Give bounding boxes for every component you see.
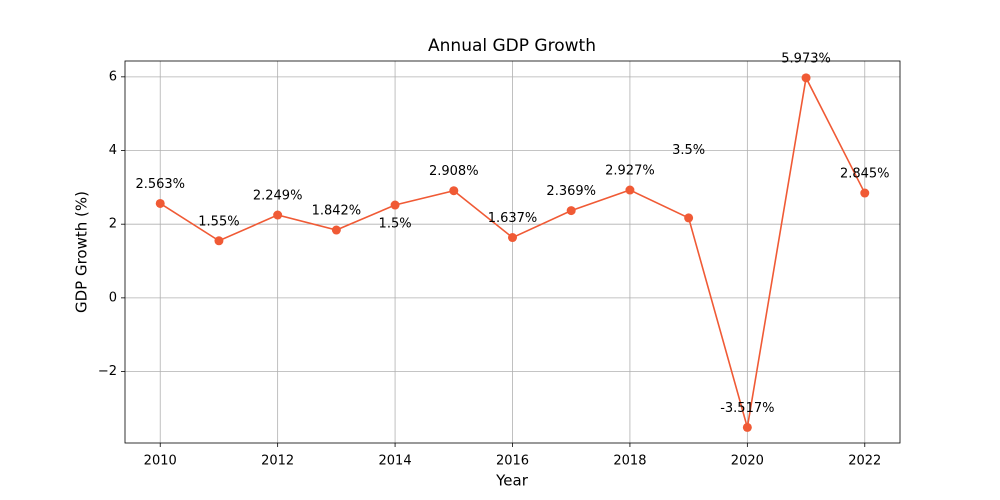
point	[214, 236, 224, 246]
point	[860, 188, 870, 198]
x-tick-label: 2020	[731, 454, 764, 469]
data-label: 2.369%	[546, 184, 596, 199]
data-label: 1.55%	[198, 214, 239, 229]
annotation: 1.5%	[379, 217, 412, 232]
x-tick-label: 2012	[261, 454, 294, 469]
point	[684, 213, 694, 223]
y-tick-label: 4	[109, 143, 117, 158]
y-tick-label: 0	[109, 290, 117, 305]
x-axis-label: Year	[495, 472, 529, 490]
point	[273, 210, 283, 220]
point	[566, 206, 576, 216]
point	[508, 233, 517, 243]
y-tick-label: 6	[109, 69, 117, 84]
data-label: 2.249%	[253, 189, 303, 204]
data-label: 1.842%	[312, 204, 362, 219]
y-tick-label: 2	[109, 217, 117, 232]
data-label: 2.845%	[840, 167, 890, 182]
chart-title: Annual GDP Growth	[428, 36, 596, 56]
point	[331, 225, 341, 235]
point	[625, 185, 635, 195]
point	[155, 198, 165, 208]
y-axis-label: GDP Growth (%)	[73, 191, 91, 313]
annotation: 3.5%	[672, 143, 705, 158]
data-label: 2.927%	[605, 164, 655, 179]
point	[390, 200, 400, 210]
point	[742, 422, 752, 432]
x-tick-label: 2010	[144, 454, 177, 469]
x-tick-label: 2018	[613, 454, 646, 469]
plot-frame	[124, 60, 901, 444]
x-tick-label: 2022	[848, 454, 881, 469]
point	[449, 186, 459, 196]
data-label: -3.517%	[720, 401, 774, 416]
y-tick-label: −2	[98, 364, 117, 379]
data-label: 5.973%	[781, 51, 831, 66]
data-label: 1.637%	[488, 211, 538, 226]
data-label: 2.908%	[429, 164, 479, 179]
point	[801, 73, 811, 83]
x-tick-label: 2016	[496, 454, 529, 469]
x-tick-label: 2014	[379, 454, 412, 469]
data-label: 2.563%	[135, 177, 185, 192]
